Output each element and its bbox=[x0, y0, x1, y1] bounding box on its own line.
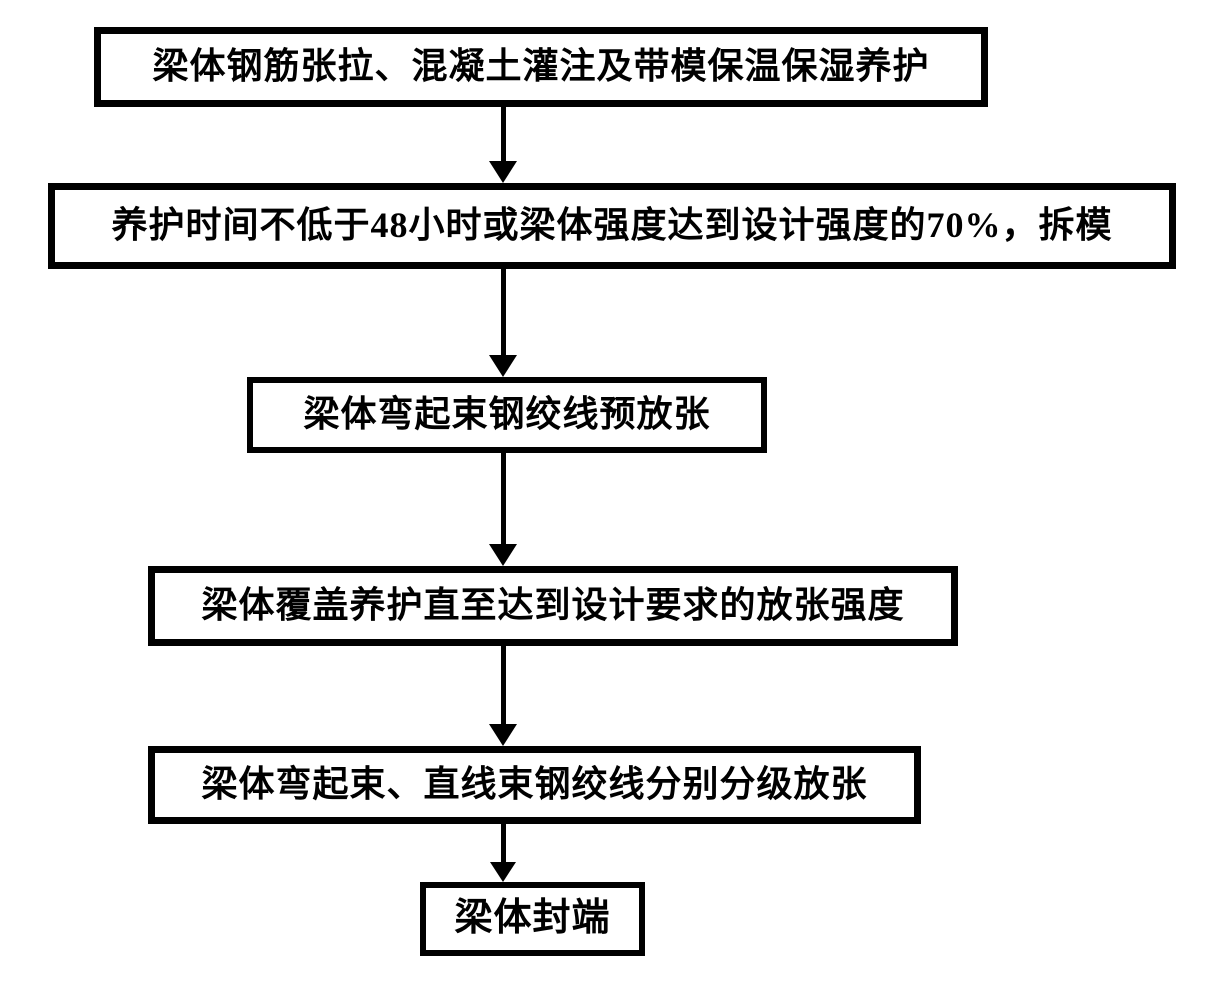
flow-node-n3: 梁体弯起束钢绞线预放张 bbox=[247, 377, 767, 453]
flow-node-n4: 梁体覆盖养护直至达到设计要求的放张强度 bbox=[148, 566, 958, 646]
flow-arrow-head bbox=[489, 544, 517, 566]
flow-arrow-head bbox=[489, 724, 517, 746]
flow-node-label: 梁体钢筋张拉、混凝土灌注及带模保温保湿养护 bbox=[152, 46, 929, 87]
flow-node-n5: 梁体弯起束、直线束钢绞线分别分级放张 bbox=[148, 746, 921, 824]
flow-node-label: 梁体覆盖养护直至达到设计要求的放张强度 bbox=[201, 585, 904, 626]
flow-arrow-head bbox=[489, 355, 517, 377]
flow-arrow-line bbox=[501, 453, 506, 544]
flow-arrow-line bbox=[501, 107, 506, 161]
flow-node-n6: 梁体封端 bbox=[420, 882, 645, 956]
flow-node-label: 梁体弯起束、直线束钢绞线分别分级放张 bbox=[201, 764, 867, 805]
flow-node-n2: 养护时间不低于48小时或梁体强度达到设计强度的70%，拆模 bbox=[48, 183, 1176, 269]
flow-arrow-line bbox=[501, 646, 506, 724]
flow-arrow-line bbox=[501, 824, 506, 862]
flow-arrow-head bbox=[490, 862, 516, 882]
flow-node-label: 梁体封端 bbox=[454, 897, 610, 941]
flow-node-n1: 梁体钢筋张拉、混凝土灌注及带模保温保湿养护 bbox=[94, 27, 988, 107]
flow-arrow-line bbox=[501, 269, 506, 355]
flow-node-label: 养护时间不低于48小时或梁体强度达到设计强度的70%，拆模 bbox=[111, 205, 1112, 246]
flow-node-label: 梁体弯起束钢绞线预放张 bbox=[303, 394, 710, 435]
flowchart-canvas: 梁体钢筋张拉、混凝土灌注及带模保温保湿养护养护时间不低于48小时或梁体强度达到设… bbox=[0, 0, 1225, 984]
flow-arrow-head bbox=[489, 161, 517, 183]
